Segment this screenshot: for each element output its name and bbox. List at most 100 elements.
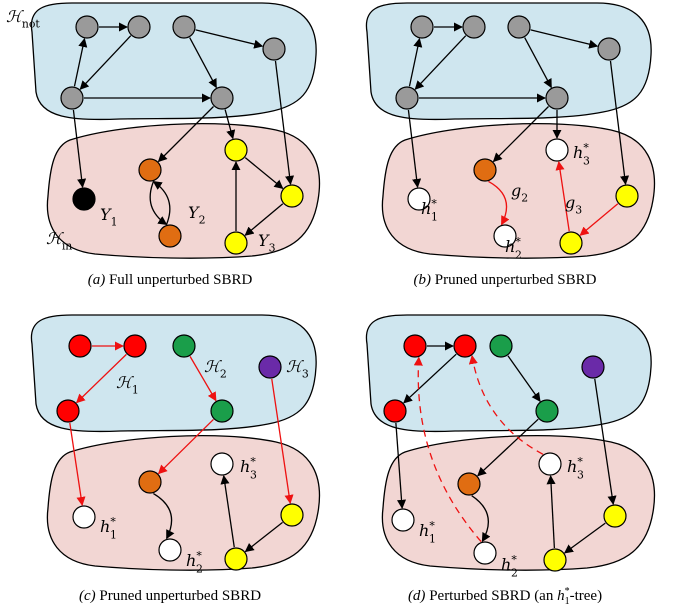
label-base: h [186,551,196,570]
label-sub: 1 [429,532,436,545]
edge-a [79,35,132,90]
node-gray [462,15,486,39]
region-label-h-in: ℋin [46,229,72,253]
node-gray [210,86,234,110]
node-white [210,452,234,476]
node-red [403,334,427,358]
node-green [535,399,559,423]
edge-a [244,203,284,236]
edge-d [546,475,556,549]
label-sub: 3 [583,154,590,167]
label-sub: 2 [521,192,528,205]
node-orange [457,472,481,496]
edge-d [594,378,617,506]
node-label-h3: h* 3 [573,141,590,167]
label-base: Y [188,203,200,222]
node-gray [262,37,286,61]
caption-part: (b) [414,272,432,288]
node-label-h2: h* 2 [505,235,522,261]
region-in-panel-a [46,123,321,259]
node-gray [597,37,621,61]
edge-d [471,495,491,543]
node-orange [158,224,182,248]
label-sub: 3 [577,468,584,481]
edge-a [157,106,214,163]
caption-part: (a) [88,272,106,288]
region-not-panel-a [30,2,317,121]
node-white [158,538,182,562]
edge-a [152,180,171,225]
edge-a [72,109,87,188]
node-red [383,399,407,423]
label-sup: * [431,197,437,210]
label-sub: 1 [431,210,438,223]
region-not-panel-c [30,314,317,433]
node-gray [75,15,99,39]
node-label-h1: h* 1 [421,197,438,223]
node-orange [138,158,162,182]
edge-b [414,35,467,90]
node-label-y3: Y3 [258,231,276,255]
node-red [68,334,92,358]
label-sub: 2 [220,368,227,381]
edge-d [477,418,539,477]
caption-part: Pruned unperturbed SBRD [435,272,597,288]
label-sub: 2 [511,566,518,579]
label-sup: * [583,141,589,154]
edge-b [492,106,549,163]
label-sub: 3 [250,468,257,481]
caption-part: h [557,588,565,604]
node-red [56,399,80,423]
label-base: Y [258,231,270,250]
label-sub: 1 [110,528,117,541]
label-sub: in [62,240,72,253]
node-label-y1: Y1 [100,205,117,229]
region-not-panel-b [365,2,652,121]
edge-d [507,355,541,402]
label-sup: * [250,455,256,468]
node-label-h3: h* 3 [567,455,584,481]
edge-d [563,522,606,554]
caption-part: 1 [565,596,570,607]
label-sup: * [577,455,583,468]
label-sub: 1 [132,384,139,397]
region-in-panel-c [46,435,321,571]
node-yellow [224,231,248,255]
node-white [493,224,517,248]
node-orange [473,158,497,182]
label-base: h [567,457,577,476]
label-base: h [421,199,431,218]
edge-a [73,37,88,87]
label-sub: 1 [111,216,118,229]
edge-c [244,521,283,553]
label-base: ℋ [116,373,134,392]
label-base: ℋ [6,7,24,26]
node-white [391,508,415,532]
label-base: g [511,181,521,200]
edge-d-dashed [468,354,544,455]
label-sub: 3 [302,368,309,381]
edge-a [274,60,295,185]
node-white [72,505,96,529]
node-green [172,334,196,358]
node-purple [258,355,282,379]
caption-a: (a) Full unperturbed SBRD [88,272,253,288]
edge-b [524,37,552,89]
node-label-h2: h* 2 [186,549,203,575]
node-label-h1: h* 1 [419,519,436,545]
label-base: h [501,555,511,574]
edge-d [395,422,407,509]
edge-label-g2: g2 [511,181,528,205]
label-sub: not [22,18,41,31]
node-gray [127,15,151,39]
edge-d-dashed [413,356,482,543]
node-yellow [559,231,583,255]
caption-part: (d) [408,588,426,604]
edge-b [530,29,599,49]
caption-part: Full unperturbed SBRD [109,272,253,288]
node-white [407,187,431,211]
label-sub: 3 [575,204,582,217]
edge-b-red [579,203,619,236]
node-yellow [603,504,627,528]
